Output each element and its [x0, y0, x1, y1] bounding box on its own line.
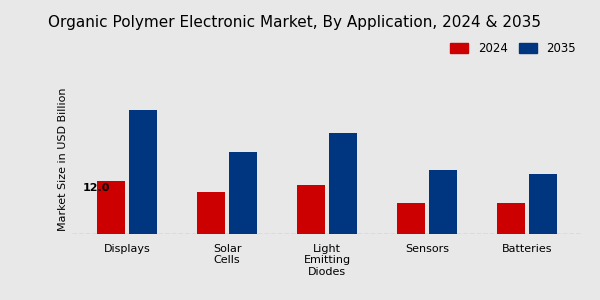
Bar [529, 174, 557, 234]
Bar [297, 185, 325, 234]
Bar [229, 152, 257, 234]
Bar [429, 170, 457, 234]
Legend: 2024, 2035: 2024, 2035 [451, 42, 576, 55]
Bar [329, 133, 357, 234]
Bar [397, 203, 425, 234]
Bar [129, 110, 157, 234]
Bar [97, 181, 125, 234]
Bar [497, 203, 525, 234]
Y-axis label: Market Size in USD Billion: Market Size in USD Billion [58, 87, 68, 231]
Text: Organic Polymer Electronic Market, By Application, 2024 & 2035: Organic Polymer Electronic Market, By Ap… [48, 15, 541, 30]
Text: 12.0: 12.0 [83, 183, 110, 193]
Bar [197, 192, 225, 234]
